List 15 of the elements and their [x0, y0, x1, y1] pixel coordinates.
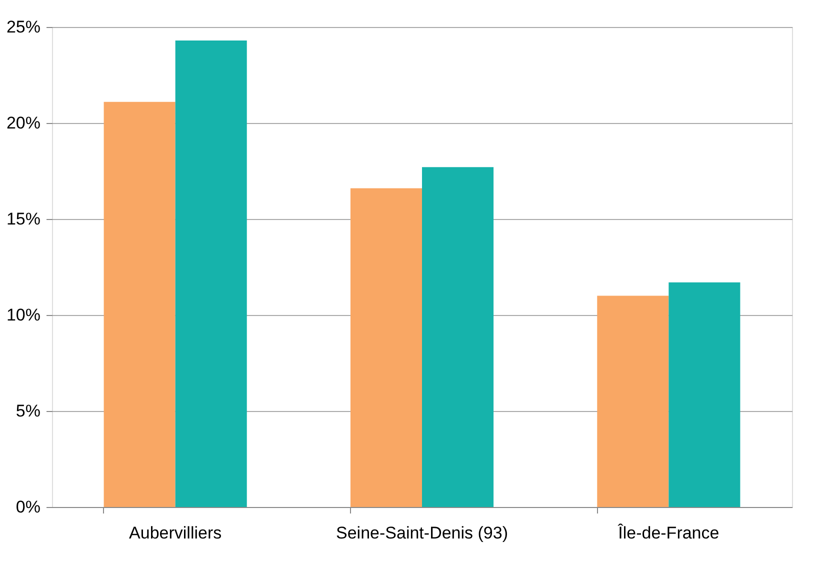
- x-tick-label: Aubervilliers: [129, 524, 222, 542]
- y-tick-label: 15%: [6, 210, 40, 228]
- y-tick-label: 20%: [6, 114, 40, 132]
- y-tick-label: 0%: [16, 498, 40, 516]
- x-tick-label: Seine-Saint-Denis (93): [336, 524, 508, 542]
- y-tick-label: 25%: [6, 18, 40, 36]
- y-tick-label: 10%: [6, 306, 40, 324]
- bar: [422, 167, 494, 507]
- bar: [104, 102, 176, 507]
- bar: [668, 282, 740, 507]
- bar: [175, 40, 247, 507]
- x-tick-label: Île-de-France: [617, 524, 720, 542]
- bar: [350, 188, 422, 507]
- y-tick-label: 5%: [16, 402, 40, 420]
- bar: [597, 296, 669, 507]
